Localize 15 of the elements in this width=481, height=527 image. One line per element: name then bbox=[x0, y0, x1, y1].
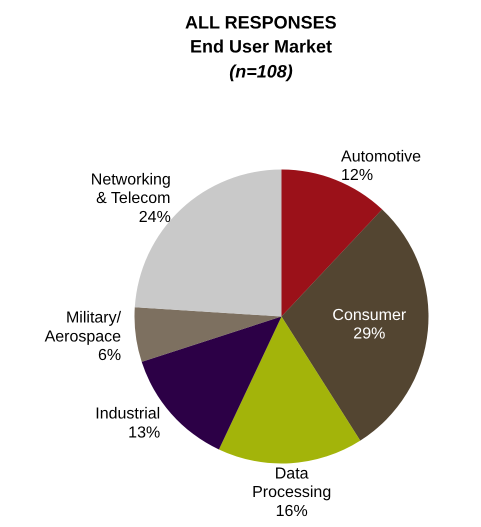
slice-label: Automotive bbox=[341, 148, 422, 166]
slice-label: Military/ Aerospace bbox=[44, 310, 122, 346]
data-label: 13% bbox=[128, 424, 160, 442]
slice-label: Data Processing bbox=[252, 466, 332, 502]
chart-title: ALL RESPONSES bbox=[184, 12, 337, 32]
slice-label: Industrial bbox=[95, 406, 160, 423]
chart-subtitle: End User Market bbox=[190, 36, 332, 56]
data-label: 12% bbox=[341, 167, 374, 184]
slice-label: Networking & Telecom bbox=[90, 171, 171, 208]
text: (n=108) bbox=[229, 62, 293, 82]
data-label: 6% bbox=[98, 346, 122, 364]
data-label: 24% bbox=[138, 208, 171, 226]
data-label: 29% bbox=[353, 326, 386, 343]
slice-label: Consumer bbox=[332, 306, 407, 324]
data-label: 16% bbox=[276, 502, 308, 520]
